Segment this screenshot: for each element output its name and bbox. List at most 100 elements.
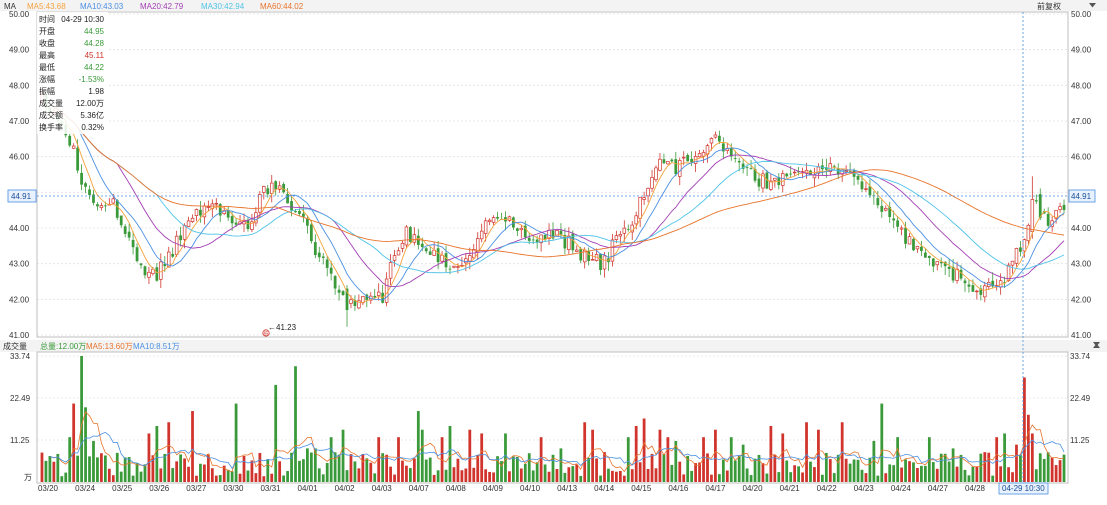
candle	[749, 160, 753, 170]
candle-body	[298, 210, 301, 214]
candle	[563, 228, 567, 255]
volume-bar	[662, 454, 666, 482]
volume-bar	[828, 459, 832, 482]
volume-bar	[416, 411, 420, 482]
volume-bar	[614, 471, 618, 482]
indicator-label[interactable]: MA	[4, 2, 17, 11]
candle	[602, 252, 607, 278]
volume-bar	[678, 461, 682, 482]
adjust-button[interactable]: 前复权	[1037, 1, 1096, 11]
candle-body	[274, 181, 278, 190]
candle-body	[638, 196, 642, 219]
volume-bar	[813, 467, 816, 482]
candle-body	[967, 284, 971, 287]
price-collapse-button[interactable]	[1093, 342, 1100, 347]
volume-bar	[650, 453, 654, 482]
candle	[579, 246, 583, 264]
candle-body	[479, 230, 484, 240]
volume-bar	[123, 457, 127, 482]
candle	[907, 232, 912, 245]
volume-bar	[710, 474, 713, 482]
volume-bar	[888, 464, 892, 482]
candle-body	[409, 227, 412, 242]
candle-body	[294, 211, 297, 213]
candle	[991, 272, 995, 289]
candle-body	[76, 147, 80, 171]
candle	[341, 289, 345, 296]
date-tick: 04/08	[446, 484, 467, 493]
candle-body	[622, 227, 627, 234]
candle	[920, 240, 923, 257]
candle	[333, 275, 337, 295]
candle-body	[1003, 282, 1006, 284]
candle-body	[749, 168, 753, 170]
volume-bar	[92, 440, 95, 482]
ma60-line	[53, 106, 1065, 258]
candle-body	[757, 178, 761, 187]
ma30-label: MA30:42.94	[201, 2, 245, 11]
info-value: 44.22	[84, 63, 105, 72]
candle-body	[947, 266, 951, 269]
candle-body	[206, 206, 211, 208]
candle-body	[678, 160, 682, 177]
candle-body	[182, 225, 187, 240]
candle	[71, 143, 76, 150]
volume-bar	[979, 453, 983, 482]
candle	[733, 150, 737, 163]
candle-body	[452, 265, 456, 268]
candle	[721, 137, 725, 160]
candle	[123, 224, 127, 238]
candle-body	[781, 173, 785, 186]
price-tick-left: 42.00	[9, 295, 30, 304]
candle-body	[535, 239, 539, 243]
volume-bar	[183, 458, 186, 482]
volume-bar	[935, 468, 939, 482]
adjust-button-label[interactable]: 前复权	[1037, 1, 1061, 11]
candle-body	[286, 194, 289, 204]
volume-bar	[745, 468, 749, 482]
volume-bar	[571, 466, 575, 482]
candle	[884, 205, 888, 212]
candle-body	[270, 182, 274, 194]
candle-body	[753, 169, 757, 181]
volume-bar	[789, 472, 793, 482]
volume-bar	[329, 437, 333, 482]
price-tick-right: 50.00	[1071, 10, 1092, 19]
volume-bar	[904, 459, 907, 482]
volume-bar	[40, 452, 44, 482]
date-tick: 03/24	[75, 484, 96, 493]
candle-body	[559, 230, 563, 235]
volume-bar	[547, 471, 551, 482]
candle	[923, 248, 927, 258]
candle-body	[979, 288, 983, 295]
volume-bar	[912, 462, 915, 482]
candle	[127, 223, 131, 241]
volume-bar	[258, 452, 262, 482]
volume-bar	[567, 467, 571, 482]
volume-bar	[682, 474, 686, 482]
candle-body	[701, 152, 706, 157]
volume-bar	[753, 458, 757, 482]
candle-body	[396, 250, 401, 256]
candle-body	[809, 170, 812, 176]
volume-bar	[115, 452, 119, 482]
volume-bar	[333, 452, 337, 482]
info-value: 44.28	[84, 39, 105, 48]
chevron-down-icon[interactable]	[1089, 3, 1096, 8]
volume-unit: 万	[24, 473, 32, 482]
candle-body	[789, 173, 793, 175]
ma20-line	[53, 106, 1065, 288]
candle-body	[317, 252, 321, 258]
volume-bar	[151, 455, 155, 482]
candle	[1038, 188, 1042, 221]
info-label: 振幅	[39, 86, 55, 96]
volume-bar	[226, 469, 230, 482]
candle-body	[333, 276, 337, 289]
low-marker-label: ←41.23	[268, 323, 297, 332]
candle	[472, 244, 476, 260]
volume-bar	[999, 466, 1003, 482]
info-value: 44.95	[84, 27, 105, 36]
candle	[80, 164, 83, 191]
chevron-small-down-icon[interactable]	[1093, 342, 1100, 347]
